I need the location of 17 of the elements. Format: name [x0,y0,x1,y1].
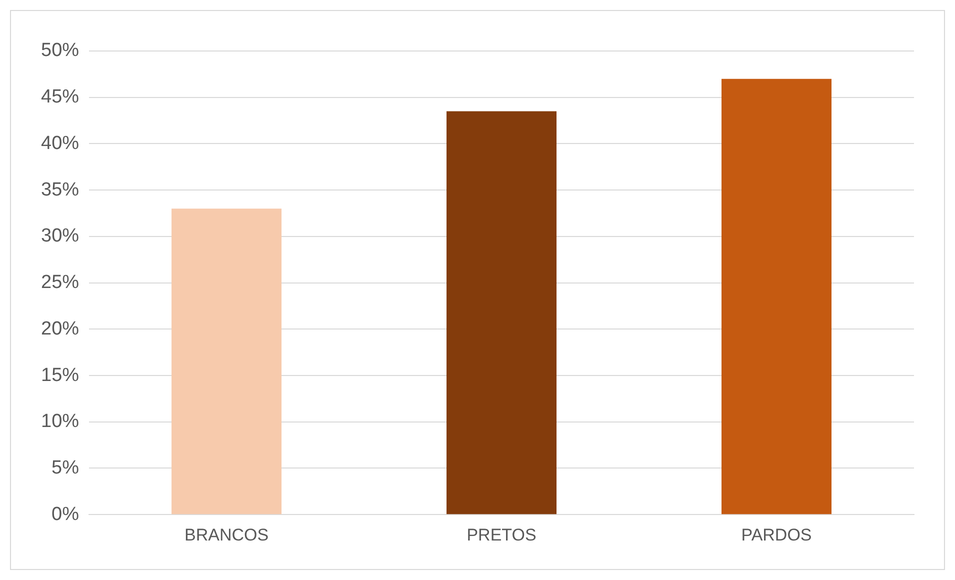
y-tick-label: 10% [40,411,80,432]
y-tick-label: 25% [40,272,80,294]
y-tick-label: 30% [40,226,80,247]
y-tick-label: 40% [40,132,80,154]
x-tick-label: PRETOS [466,525,536,544]
y-tick-label: 20% [40,318,80,340]
y-tick-label: 5% [52,457,80,478]
y-tick-label: 35% [40,179,80,200]
bar [446,111,557,514]
y-tick-label: 15% [40,364,80,386]
x-tick-label: PARDOS [741,525,812,544]
bar [722,78,832,514]
x-tick-label: BRANCOS [184,525,269,544]
bar [172,208,282,514]
y-tick-label: 50% [40,40,80,62]
y-tick-label: 0% [52,504,80,525]
y-tick-label: 45% [40,86,80,108]
